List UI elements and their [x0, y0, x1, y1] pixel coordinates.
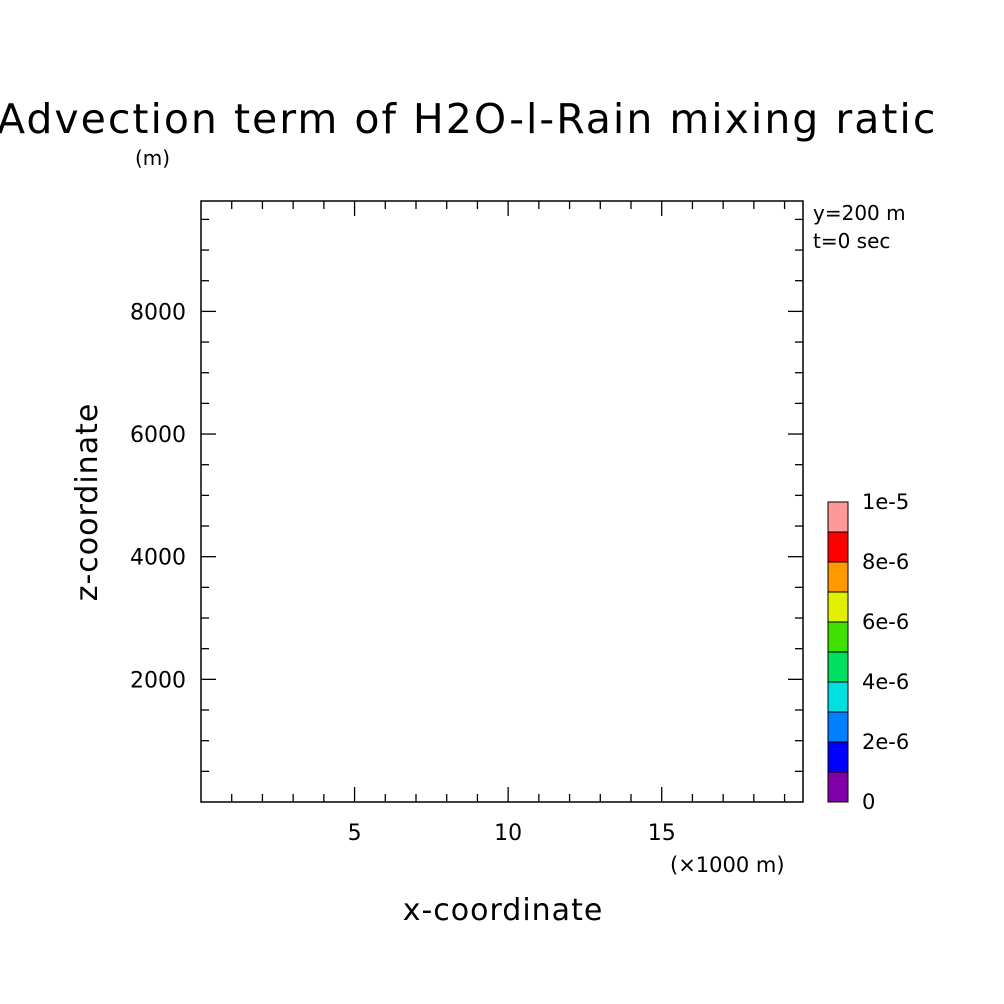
colorbar-label: 8e-6 — [862, 550, 909, 574]
y-axis-label: z-coordinate — [70, 403, 105, 602]
x-tick-label: 15 — [648, 821, 676, 846]
colorbar-label: 4e-6 — [862, 670, 909, 694]
colorbar-swatch — [827, 591, 849, 623]
colorbar-swatch — [827, 741, 849, 773]
colorbar-swatch — [827, 531, 849, 563]
y-tick-label: 4000 — [130, 546, 186, 571]
colorbar-swatch — [827, 501, 849, 533]
y-axis-unit: (m) — [135, 146, 170, 170]
colorbar-swatch — [827, 561, 849, 593]
colorbar-label: 0 — [862, 790, 875, 814]
annotation-t: t=0 sec — [813, 229, 890, 253]
x-axis-unit: (×1000 m) — [670, 853, 785, 877]
chart-title: Advection term of H2O-l-Rain mixing rati… — [0, 95, 937, 143]
x-axis-label: x-coordinate — [403, 893, 604, 928]
colorbar-swatch — [827, 651, 849, 683]
colorbar-swatch — [827, 711, 849, 743]
annotation-y: y=200 m — [813, 201, 906, 225]
colorbar-label: 6e-6 — [862, 610, 909, 634]
colorbar-swatch — [827, 621, 849, 653]
colorbar-swatch — [827, 771, 849, 803]
colorbar-label: 2e-6 — [862, 730, 909, 754]
colorbar: 0 2e-6 4e-6 6e-6 8e-6 1e-5 — [827, 490, 909, 814]
plot-area — [200, 200, 804, 803]
x-tick-label: 10 — [494, 821, 522, 846]
colorbar-swatch — [827, 681, 849, 713]
colorbar-label: 1e-5 — [862, 490, 909, 514]
x-tick-label: 5 — [348, 821, 362, 846]
y-tick-label: 2000 — [130, 668, 186, 693]
y-tick-label: 8000 — [130, 300, 186, 325]
y-tick-label: 6000 — [130, 423, 186, 448]
